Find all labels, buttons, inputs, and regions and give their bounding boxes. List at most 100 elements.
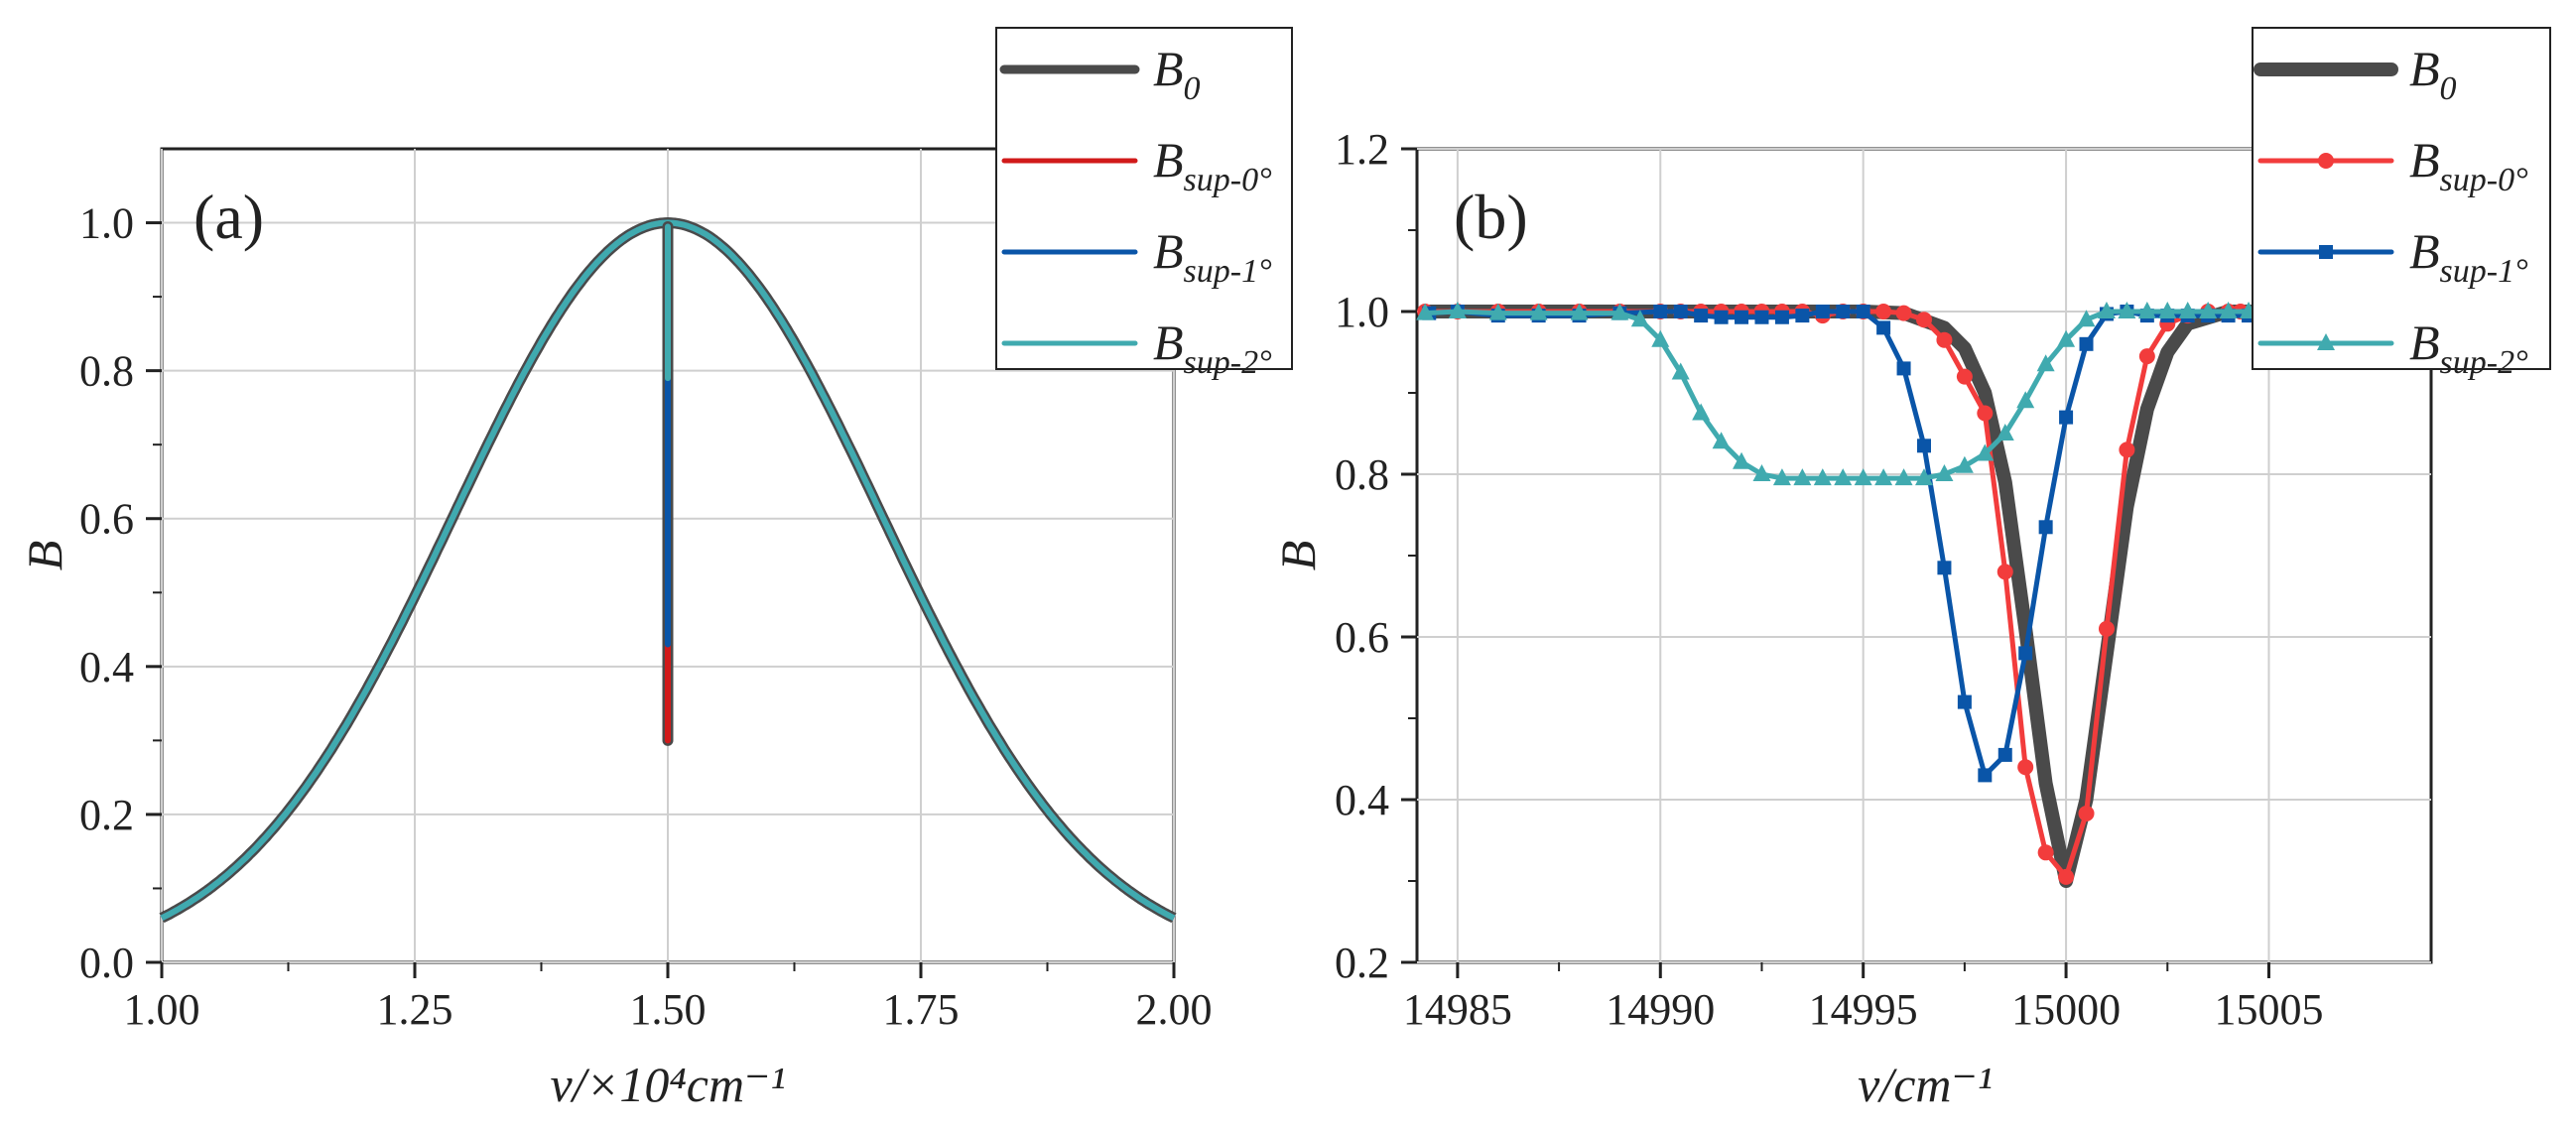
- series-sup2-point: [1813, 468, 1832, 486]
- panel-a-label: (a): [193, 182, 264, 252]
- x-tick-label: 14995: [1809, 985, 1918, 1034]
- legend-box: [2252, 27, 2551, 370]
- series-sup0-point: [2078, 805, 2095, 821]
- series-sup0-point: [1996, 564, 2013, 580]
- panel-a-legend: B0 Bsup-0° Bsup-1° Bsup-2°: [995, 27, 1293, 381]
- series-sup2-point: [2016, 391, 2035, 409]
- x-tick-label: 1.25: [377, 985, 453, 1034]
- x-tick-label: 14985: [1403, 985, 1512, 1034]
- legend-label: Bsup-0°: [2409, 132, 2528, 198]
- legend-label: Bsup-2°: [2409, 314, 2528, 381]
- series-sup1-point: [1795, 309, 1810, 323]
- series-sup2-point: [1651, 329, 1670, 347]
- panel-b-grid: [1417, 148, 2431, 963]
- series-sup1-point: [1735, 310, 1749, 324]
- panel-b-x-axis-title: v/cm⁻¹: [1858, 1057, 1993, 1112]
- series-sup0-point: [1895, 305, 1912, 321]
- series-sup2-point: [1772, 468, 1791, 486]
- panel-b-y-axis-title: B: [1270, 541, 1326, 571]
- panel-a-y-axis-title: B: [17, 541, 72, 571]
- series-sup1-point: [2018, 646, 2033, 661]
- panel-a-chart: 1.00 1.25 1.50 1.75 2.00 0.0 0.2 0.4 0.6 0.8 1.0 (…: [17, 27, 1293, 1112]
- y-tick-label: 1.0: [1335, 288, 1389, 336]
- series-sup1-point: [1714, 310, 1729, 324]
- panel-a-x-axis-title: v/×10⁴cm⁻¹: [551, 1057, 786, 1112]
- series-sup2-point: [1976, 443, 1995, 461]
- legend-label: Bsup-1°: [1153, 223, 1272, 290]
- legend-box: [995, 27, 1293, 370]
- legend-marker: [2319, 245, 2333, 259]
- series-sup1-point: [1957, 694, 1972, 709]
- series-sup2-point: [2077, 310, 2096, 327]
- series-sup0-point: [1875, 304, 1892, 319]
- legend-label: Bsup-2°: [1153, 314, 1272, 381]
- series-sup2-point: [2057, 329, 2076, 347]
- panel-b-legend: B0 Bsup-0° Bsup-1° Bsup-2°: [2252, 27, 2551, 381]
- series-sup2-point: [1733, 451, 1751, 469]
- series-sup1-point: [1978, 768, 1993, 783]
- series-sup2-point: [1793, 468, 1812, 486]
- series-sup0-point: [2058, 868, 2075, 885]
- y-tick-label: 0.2: [1335, 939, 1389, 987]
- series-sup0-point: [2119, 441, 2135, 458]
- x-tick-label: 1.50: [630, 985, 707, 1034]
- series-sup1-point: [2079, 336, 2094, 351]
- y-tick-label: 0.4: [1335, 776, 1389, 824]
- x-tick-label: 1.75: [883, 985, 960, 1034]
- y-tick-label: 1.0: [79, 199, 134, 248]
- series-sup0-point: [1956, 368, 1973, 385]
- series-sup0-point: [2098, 620, 2115, 637]
- series-sup2-point: [1570, 303, 1589, 320]
- series-sup0-point: [2037, 844, 2054, 861]
- panel-b-ticks: 14985 14990 14995 15000 15005 0.2 0.4 0.6 0.8 1.0…: [1335, 125, 2323, 1034]
- series-sup2-point: [1752, 464, 1771, 481]
- y-tick-label: 0.8: [79, 347, 134, 396]
- series-sup0-point: [2138, 348, 2155, 365]
- series-sup0-point: [1977, 405, 1994, 422]
- series-sup2-point: [1834, 468, 1853, 486]
- series-sup2-point: [1488, 303, 1507, 320]
- series-sup1-point: [1896, 361, 1911, 376]
- series-sup1-point: [2059, 410, 2074, 425]
- series-sup2-point: [1955, 455, 1974, 473]
- series-sup1-point: [2038, 520, 2053, 535]
- series-sup1-point: [1836, 305, 1851, 318]
- panel-b-label: (b): [1454, 182, 1528, 252]
- series-sup1-point: [1694, 309, 1709, 323]
- series-sup2-point: [1996, 424, 2014, 440]
- x-tick-label: 1.00: [124, 985, 200, 1034]
- series-sup1-point: [1937, 561, 1952, 575]
- legend-label: B0: [1153, 41, 1201, 107]
- series-sup2-point: [1529, 303, 1548, 320]
- legend-label: B0: [2409, 41, 2457, 107]
- series-sup2-point: [1692, 403, 1711, 421]
- series-sup2-point: [1671, 362, 1690, 380]
- series-sup2-point: [2036, 354, 2055, 372]
- x-tick-label: 14990: [1606, 985, 1715, 1034]
- series-sup1-point: [1754, 310, 1769, 324]
- panel-b-series: [1416, 302, 2278, 888]
- series-sup1-point: [1653, 305, 1668, 318]
- series-sup1-point: [1815, 305, 1830, 318]
- series-sup1-point: [1917, 439, 1931, 453]
- series-sup2-point: [1935, 464, 1954, 481]
- y-tick-label: 0.8: [1335, 450, 1389, 499]
- series-sup2-point: [1630, 310, 1649, 327]
- series-sup2-point: [1874, 468, 1893, 486]
- legend-label: Bsup-1°: [2409, 223, 2528, 290]
- series-sup1-point: [1774, 310, 1789, 324]
- y-tick-label: 0.0: [79, 939, 134, 987]
- x-tick-label: 15000: [2011, 985, 2121, 1034]
- series-sup2-point: [2137, 302, 2156, 318]
- series-sup2-point: [1712, 432, 1731, 449]
- series-sup2-point: [2178, 302, 2197, 318]
- series-sup2-point: [1915, 468, 1933, 486]
- series-sup2-point: [1610, 303, 1629, 320]
- legend-marker: [2318, 153, 2334, 169]
- series-sup2-point: [1894, 468, 1913, 486]
- series-sup2-point: [2219, 302, 2238, 318]
- y-tick-label: 0.6: [1335, 613, 1389, 662]
- series-sup2-point: [2097, 302, 2116, 318]
- series-sup2-point: [1416, 303, 1435, 320]
